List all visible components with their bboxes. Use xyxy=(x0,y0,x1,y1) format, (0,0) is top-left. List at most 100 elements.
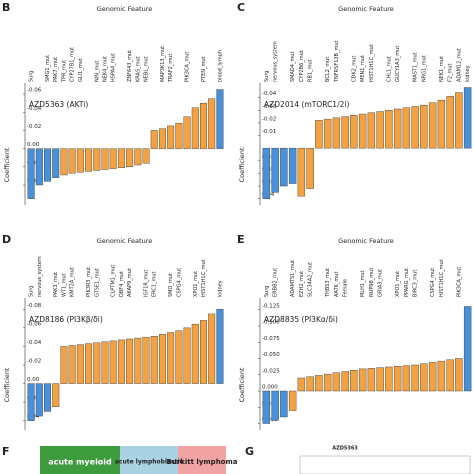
x-tick-label: AKAP9_mut xyxy=(127,268,133,297)
x-tick-label: GLI1_mut xyxy=(78,58,84,82)
frame xyxy=(299,455,471,474)
x-tick-label: AATK_mut xyxy=(334,272,340,297)
bar xyxy=(385,110,393,149)
x-tick-label: XPO1_mut xyxy=(395,271,401,297)
x-tick-label: SLC34A2_mut xyxy=(308,262,314,297)
bar xyxy=(158,334,166,384)
bar xyxy=(60,148,68,176)
x-tick-label: PTEN_mut xyxy=(201,56,207,82)
x-tick-label: nervous_system xyxy=(273,41,279,82)
bar xyxy=(191,323,199,384)
x-tick-label: MAST1_mut xyxy=(413,52,419,82)
y-tick-label: 0.00 xyxy=(27,377,40,383)
x-axis-title: Genomic Feature xyxy=(338,5,393,13)
bar xyxy=(341,371,349,392)
bar xyxy=(262,147,271,199)
x-tick-label: RB1_mut xyxy=(308,59,314,82)
x-tick-label: ADAMTS1_mut xyxy=(290,260,296,297)
bar xyxy=(199,102,207,149)
panel-letter: F xyxy=(2,445,10,458)
bar xyxy=(150,130,158,149)
x-tick-label: CYP2B6_mut xyxy=(299,50,305,82)
x-tick-label: Female xyxy=(343,279,349,297)
bar xyxy=(60,346,68,384)
y-tick-label: -0.050 xyxy=(262,352,280,358)
box xyxy=(120,446,178,474)
x-tick-label: HSPA4_mut xyxy=(111,53,117,82)
y-axis-title: Coefficient xyxy=(3,147,11,182)
bar xyxy=(85,148,93,172)
y-tick-label: -0.02 xyxy=(262,116,276,122)
bar xyxy=(68,345,76,384)
y-axis-title: Coefficient xyxy=(238,147,246,182)
x-tick-label: NEBL_mut xyxy=(144,56,150,82)
bar xyxy=(376,367,384,392)
x-tick-label: ERBB2_mut xyxy=(273,268,279,297)
x-tick-label: CDK2_mut xyxy=(351,56,357,82)
x-tick-label: SMO_mut xyxy=(168,273,174,297)
x-tick-label: IGF1R_mut xyxy=(144,270,150,297)
bar xyxy=(393,108,402,149)
bar xyxy=(332,117,341,149)
box xyxy=(178,446,226,474)
bar xyxy=(93,342,101,384)
bar xyxy=(455,92,463,149)
bar xyxy=(68,148,76,174)
x-tick-label: ADAM12_mut xyxy=(456,48,462,82)
bar xyxy=(158,128,166,149)
bar xyxy=(216,309,224,384)
x-tick-label: NRG1_mut xyxy=(421,55,427,82)
bar xyxy=(463,87,472,149)
bar xyxy=(306,376,314,392)
x-tick-label: PIK3R3_mut xyxy=(86,267,92,297)
y-tick-label: -0.08 xyxy=(27,303,42,309)
bar xyxy=(35,383,43,417)
x-tick-label: PIK3CA_mut xyxy=(456,267,462,297)
bar xyxy=(437,99,446,149)
bar xyxy=(134,337,142,384)
y-axis-title: Coefficient xyxy=(238,367,246,402)
bar xyxy=(358,113,367,149)
x-tick-label: Surg xyxy=(29,286,35,297)
bar xyxy=(175,330,183,384)
x-tick-label: MAP3K13_mut xyxy=(160,46,166,82)
bar xyxy=(142,336,150,384)
bar xyxy=(306,147,314,189)
x-axis-title: Genomic Feature xyxy=(338,237,393,245)
bar xyxy=(44,383,52,412)
x-tick-label: NEK4_mut xyxy=(102,56,108,82)
x-tick-label: CSPG4_mut xyxy=(176,268,182,297)
bar xyxy=(315,120,323,149)
bar xyxy=(411,364,419,392)
x-tick-label: TPR_mut xyxy=(61,60,67,83)
bar xyxy=(402,107,411,149)
x-tick-label: NIN_mut xyxy=(94,61,100,82)
x-tick-label: DBF4_mut xyxy=(119,271,125,297)
panel-letter: C xyxy=(237,1,245,14)
x-tick-label: SMG1_mut xyxy=(45,55,51,82)
x-tick-label: nervous_system xyxy=(37,256,43,297)
x-tick-label: CSPG4_mut xyxy=(430,268,436,297)
bar xyxy=(271,390,279,421)
bar xyxy=(117,148,125,168)
bar xyxy=(297,147,306,197)
x-tick-label: KMT2A_mut xyxy=(70,267,76,297)
bar xyxy=(167,125,175,149)
y-tick-label: 0.025 xyxy=(262,401,278,407)
x-tick-label: HIST1H1C_mut xyxy=(201,259,207,297)
chart-title: AZD8835 (PI3Kα/δi) xyxy=(264,315,338,324)
bar xyxy=(126,148,134,168)
box xyxy=(40,446,120,474)
bar xyxy=(262,390,271,424)
y-tick-label: -0.125 xyxy=(262,303,280,309)
bar xyxy=(358,368,367,392)
bar xyxy=(420,105,428,149)
x-tick-label: PAK7_mut xyxy=(53,57,59,82)
bar xyxy=(332,372,341,392)
x-tick-label: MEN1_mut xyxy=(360,55,366,82)
bar xyxy=(27,383,35,421)
bar xyxy=(199,320,207,384)
panel-letter: E xyxy=(237,233,245,246)
y-tick-label: 0.000 xyxy=(262,385,278,391)
x-tick-label: blood_lymph xyxy=(217,50,223,82)
